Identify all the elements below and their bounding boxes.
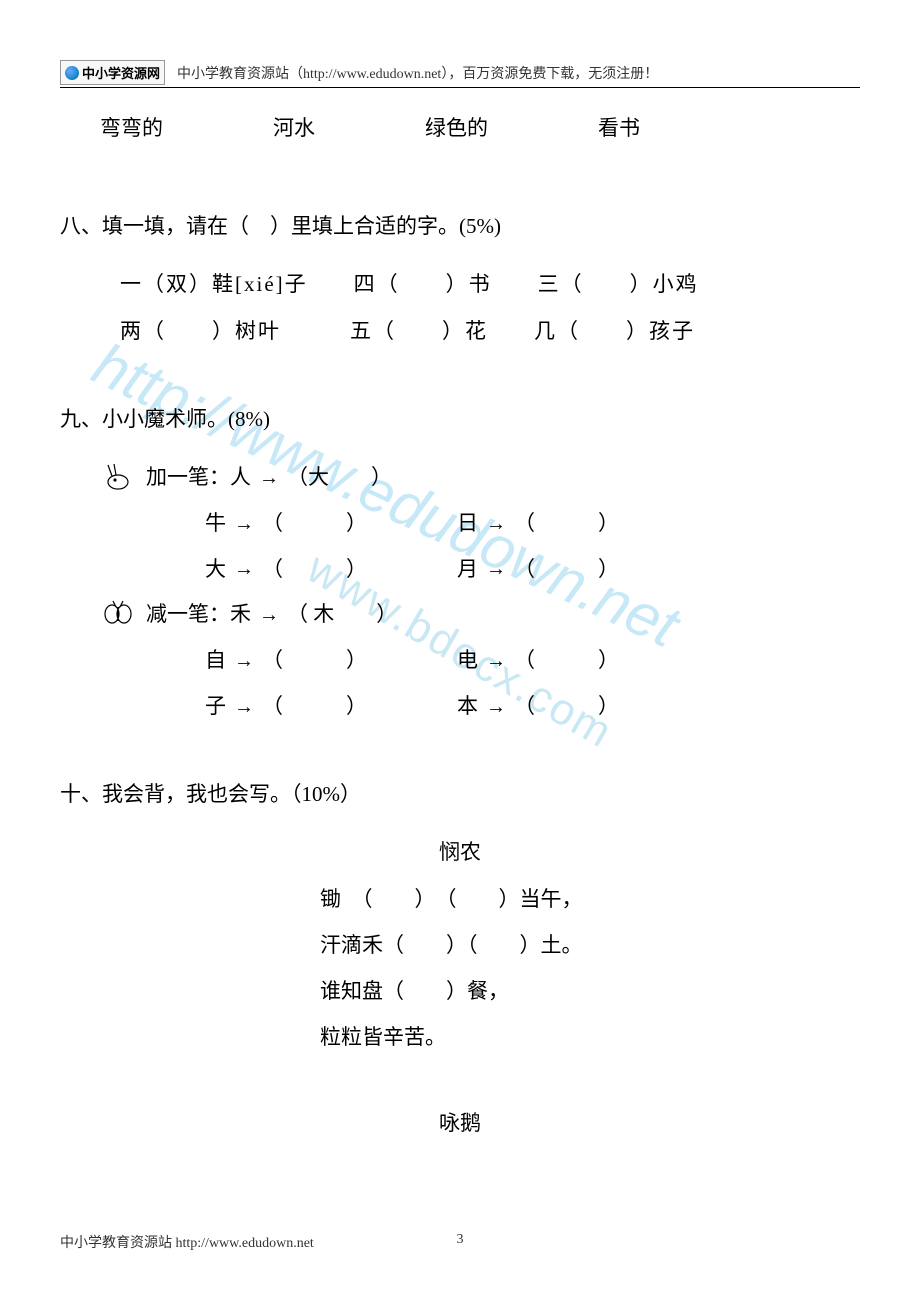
add-row3: 大 → （ ） 月 → （ ） [60,551,860,589]
add-r1b: （大 ） [287,459,392,497]
word-1: 弯弯的 [100,110,163,148]
arrow-icon: → [259,597,279,633]
header-text: 中小学教育资源站（http://www.edudown.net），百万资源免费下… [177,63,658,83]
arrow-icon: → [486,551,506,587]
add-r2d: （ ） [514,505,619,543]
sub-r3b: （ ） [262,688,367,726]
poem2-title: 咏鹅 [60,1105,860,1143]
section8-line1: 一（双）鞋[xié]子 四（ ）书 三（ ）小鸡 [60,266,860,304]
arrow-icon: → [486,643,506,679]
add-r2a: 牛 [205,505,226,543]
add-r3d: （ ） [514,551,619,589]
sub-r3c: 本 [457,688,478,726]
site-logo: 中小学资源网 [60,60,165,85]
poem1-title: 悯农 [60,834,860,872]
poem1-l2: 汗滴禾（ ）（ ）土。 [60,927,860,965]
section-9: 九、小小魔术师。(8%) 加一笔： 人 → （大 ） 牛 → （ ） 日 → （… [60,401,860,726]
arrow-icon: → [486,506,506,542]
word-3: 绿色的 [425,110,488,148]
add-label: 加一笔： [146,459,230,497]
add-r3a: 大 [205,551,226,589]
add-r3c: 月 [457,551,478,589]
sub-r2d: （ ） [514,642,619,680]
add-row2: 牛 → （ ） 日 → （ ） [60,505,860,543]
butterfly-icon [100,599,138,631]
add-r2c: 日 [457,505,478,543]
section8-line2: 两（ ）树叶 五（ ）花 几（ ）孩子 [60,313,860,351]
arrow-icon: → [234,689,254,725]
arrow-icon: → [259,460,279,496]
poem1-l4: 粒粒皆辛苦。 [60,1019,860,1057]
page-footer: 中小学教育资源站 http://www.edudown.net 3 [60,1232,860,1252]
page-number: 3 [457,1232,464,1248]
section8-title: 八、填一填，请在（ ）里填上合适的字。(5%) [60,208,860,246]
sub-row3: 子 → （ ） 本 → （ ） [60,688,860,726]
logo-text: 中小学资源网 [82,63,160,82]
sub-row2: 自 → （ ） 电 → （ ） [60,642,860,680]
add-r1a: 人 [230,459,251,497]
section10-title: 十、我会背，我也会写。（10%） [60,776,860,814]
footer-text: 中小学教育资源站 http://www.edudown.net [60,1232,314,1252]
sub-r3d: （ ） [514,688,619,726]
add-row1: 加一笔： 人 → （大 ） [60,459,860,497]
sub-row1: 减一笔： 禾 → （ 木 ） [60,596,860,634]
section9-title: 九、小小魔术师。(8%) [60,401,860,439]
sub-r2c: 电 [457,642,478,680]
add-r2b: （ ） [262,505,367,543]
globe-icon [65,66,79,80]
rabbit-icon [100,462,138,494]
arrow-icon: → [486,689,506,725]
row7-words: 弯弯的 河水 绿色的 看书 [60,110,860,148]
sub-r2b: （ ） [262,642,367,680]
page-header: 中小学资源网 中小学教育资源站（http://www.edudown.net），… [60,60,860,88]
sub-r2a: 自 [205,642,226,680]
add-r3b: （ ） [262,551,367,589]
word-4: 看书 [598,110,640,148]
sub-r1a: 禾 [230,596,251,634]
arrow-icon: → [234,551,254,587]
poem1-l3: 谁知盘（ ）餐， [60,973,860,1011]
sub-r3a: 子 [205,688,226,726]
page-content: 弯弯的 河水 绿色的 看书 八、填一填，请在（ ）里填上合适的字。(5%) 一（… [60,110,860,1152]
word-2: 河水 [273,110,315,148]
section-10: 十、我会背，我也会写。（10%） 悯农 锄 （ ） （ ）当午， 汗滴禾（ ）（… [60,776,860,1143]
sub-r1b: （ 木 ） [287,596,397,634]
arrow-icon: → [234,643,254,679]
arrow-icon: → [234,506,254,542]
sub-label: 减一笔： [146,596,230,634]
poem1-l1: 锄 （ ） （ ）当午， [60,881,860,919]
section-8: 八、填一填，请在（ ）里填上合适的字。(5%) 一（双）鞋[xié]子 四（ ）… [60,208,860,351]
